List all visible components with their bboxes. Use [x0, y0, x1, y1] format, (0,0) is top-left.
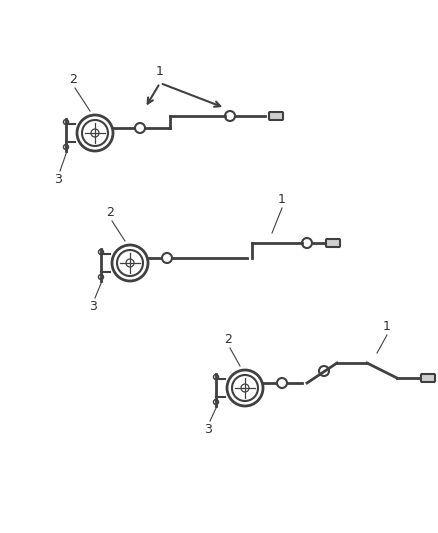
Text: 2: 2 [69, 73, 77, 86]
Text: 1: 1 [383, 320, 391, 333]
Text: 2: 2 [224, 333, 232, 346]
FancyBboxPatch shape [269, 112, 283, 120]
Text: 2: 2 [106, 206, 114, 219]
Text: 3: 3 [89, 300, 97, 313]
Text: 1: 1 [156, 65, 164, 78]
FancyBboxPatch shape [421, 374, 435, 382]
FancyBboxPatch shape [326, 239, 340, 247]
Text: 3: 3 [204, 423, 212, 436]
Text: 3: 3 [54, 173, 62, 186]
Text: 1: 1 [278, 193, 286, 206]
